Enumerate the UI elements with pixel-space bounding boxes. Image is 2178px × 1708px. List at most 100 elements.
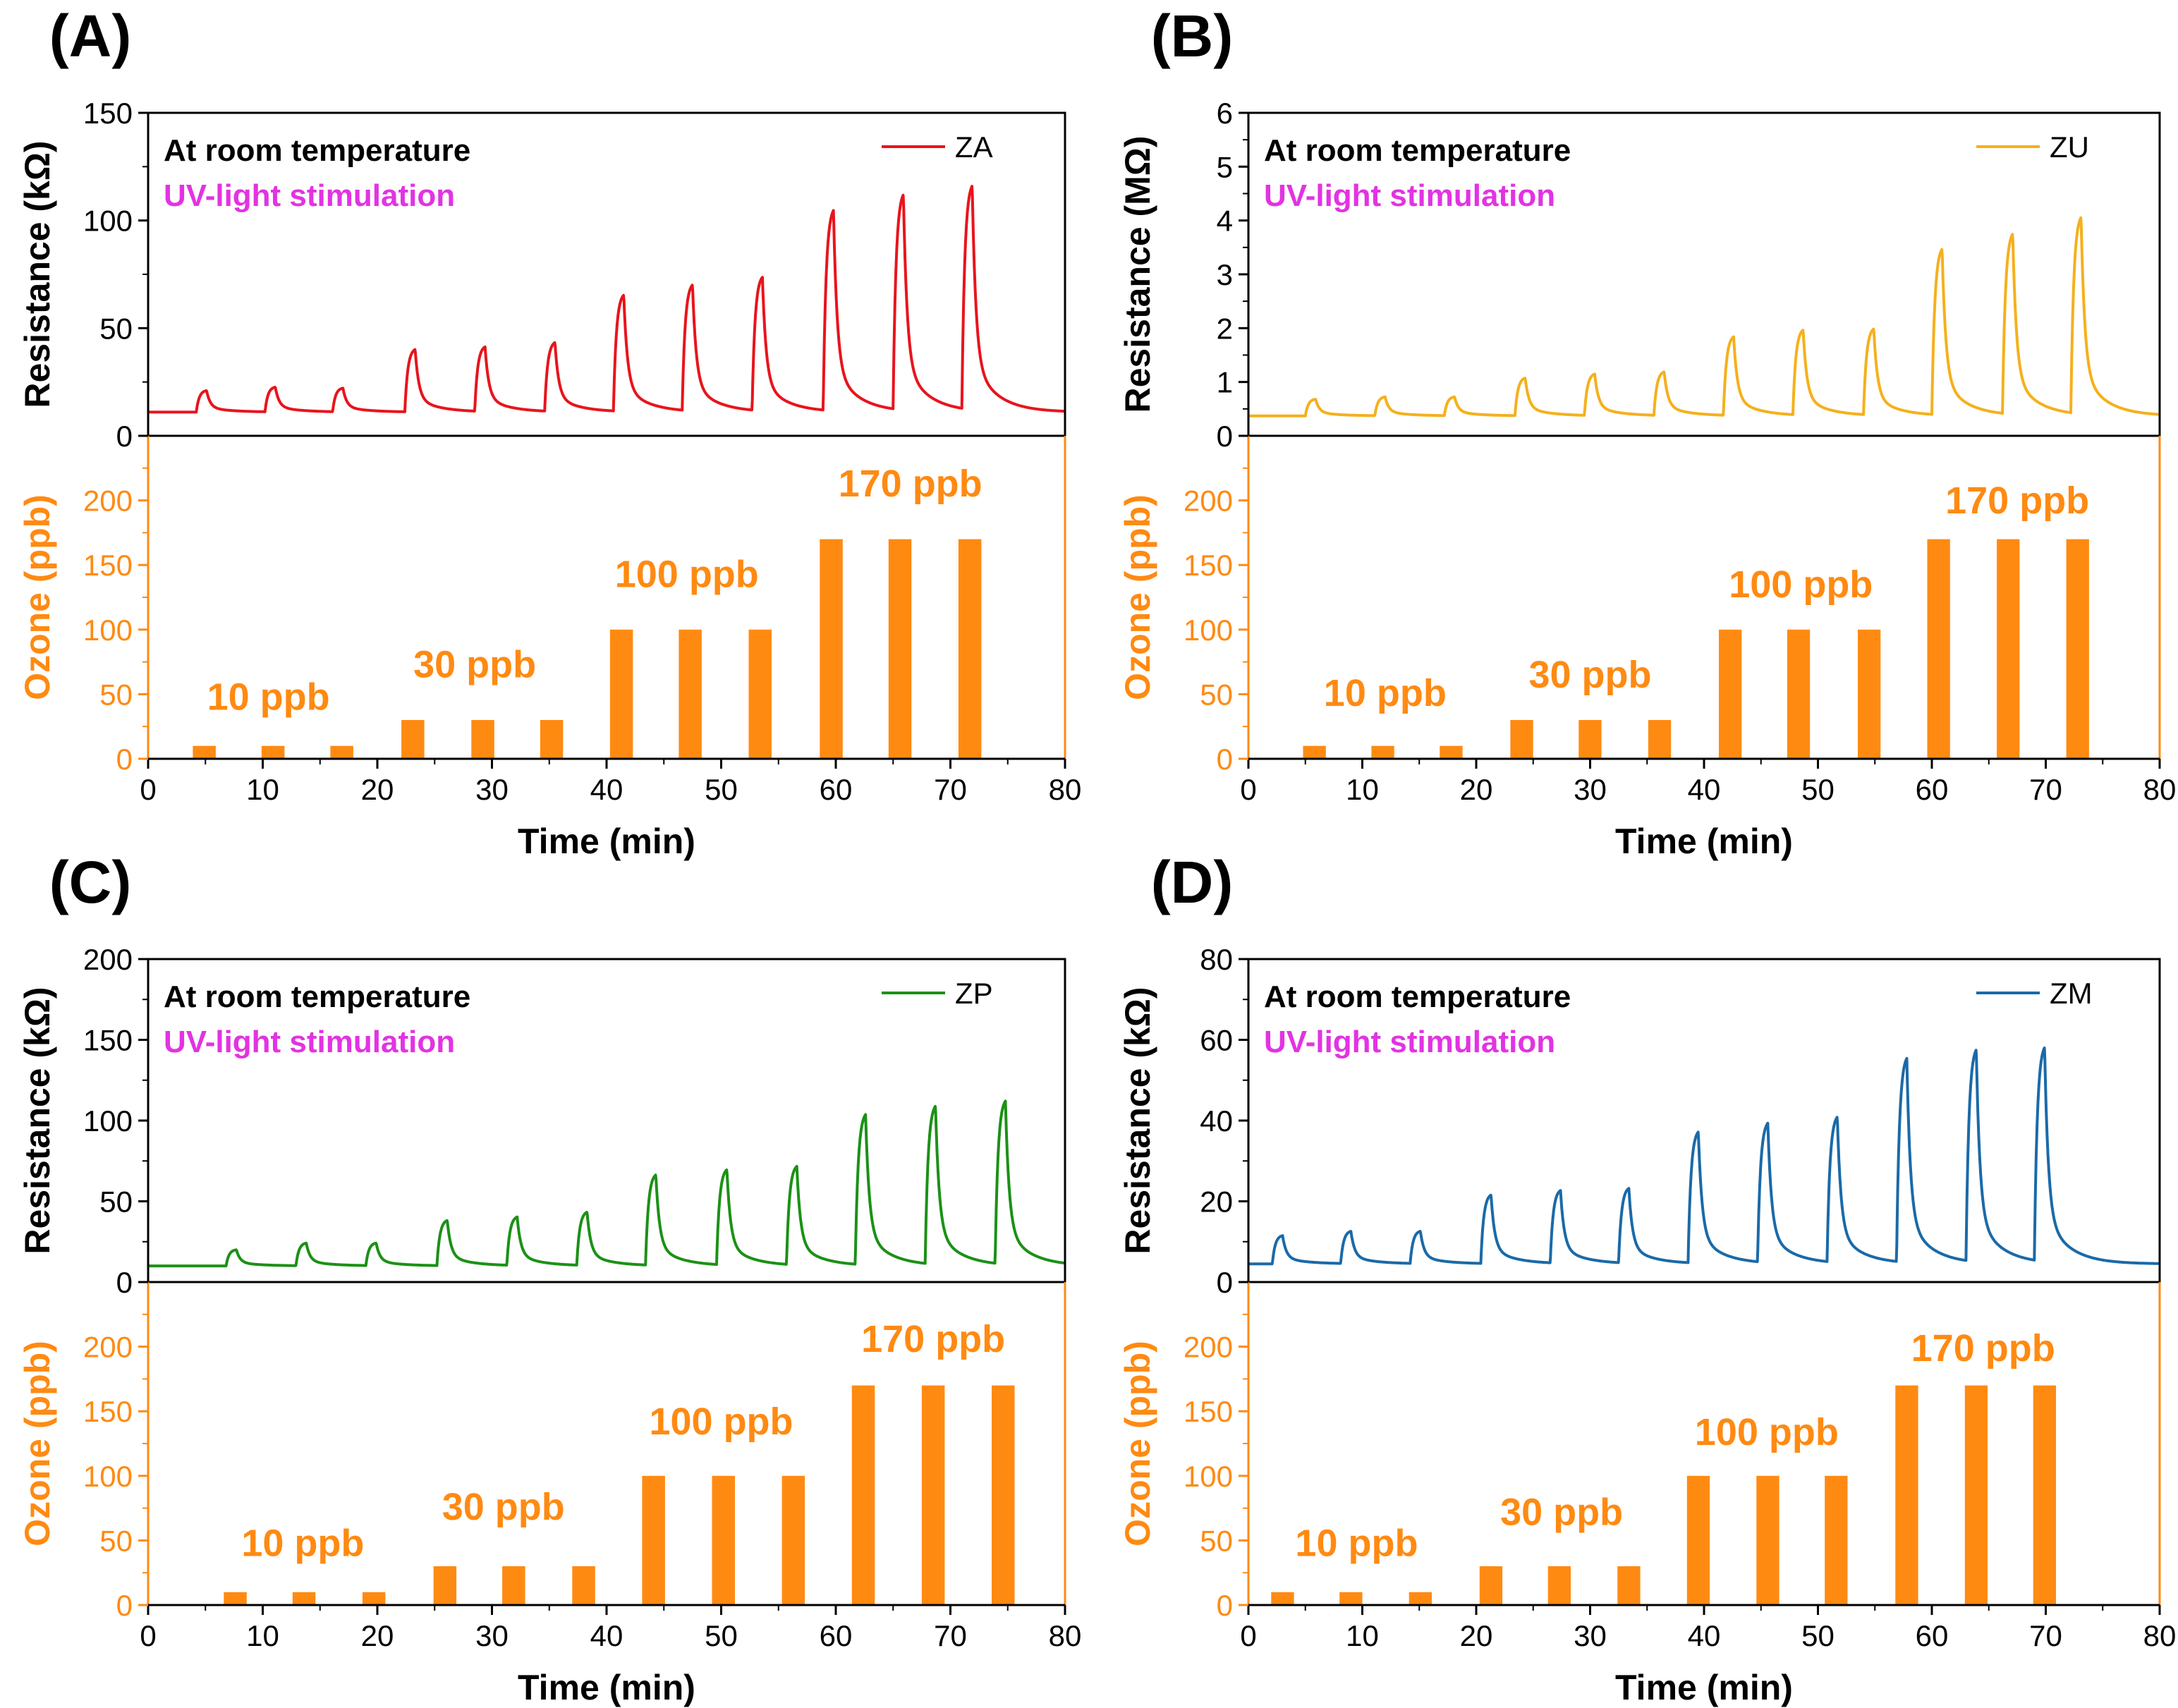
ozone-bar-3: [362, 1592, 386, 1605]
x-tick-label: 40: [590, 773, 623, 806]
bottom-y-tick-label: 0: [116, 1589, 133, 1622]
x-tick-label: 30: [1574, 1619, 1607, 1652]
ozone-bar-3: [1409, 1592, 1432, 1605]
top-y-tick-label: 200: [83, 943, 133, 976]
concentration-label: 30 ppb: [1500, 1491, 1623, 1533]
annotation-uv-light: UV-light stimulation: [1264, 1025, 1555, 1059]
top-y-tick-label: 3: [1217, 258, 1233, 291]
top-y-tick-label: 150: [83, 97, 133, 130]
top-y-axis-title: Resistance (kΩ): [18, 140, 57, 408]
ozone-bar-2: [1371, 745, 1394, 759]
bottom-y-tick-label: 150: [1184, 1395, 1233, 1428]
top-y-tick-label: 100: [83, 205, 133, 238]
top-y-axis-title: Resistance (MΩ): [1118, 136, 1157, 413]
x-tick-label: 70: [934, 1619, 967, 1652]
ozone-bar-9: [1825, 1475, 1848, 1605]
bottom-y-tick-label: 50: [99, 1524, 133, 1557]
panel-label: (D): [1151, 849, 1234, 915]
resistance-line-za: [147, 185, 1066, 414]
ozone-bar-4: [401, 720, 425, 759]
top-y-tick-label: 80: [1200, 943, 1233, 976]
concentration-label: 100 ppb: [649, 1401, 793, 1443]
ozone-bar-2: [292, 1592, 316, 1605]
ozone-bar-8: [712, 1475, 735, 1605]
top-y-tick-label: 150: [83, 1024, 133, 1057]
bottom-y-tick-label: 200: [83, 484, 133, 518]
ozone-bar-2: [261, 745, 285, 759]
ozone-bar-5: [1578, 720, 1602, 759]
panel-label: (C): [49, 849, 132, 915]
legend-label: ZU: [2050, 130, 2089, 164]
concentration-label: 30 ppb: [1528, 654, 1651, 696]
ozone-bar-6: [1617, 1566, 1641, 1605]
x-tick-label: 50: [1801, 1619, 1835, 1652]
bottom-y-tick-label: 100: [83, 1460, 133, 1493]
top-y-tick-label: 0: [1217, 1266, 1233, 1299]
top-y-tick-label: 0: [116, 1266, 133, 1299]
ozone-bar-6: [540, 720, 564, 759]
x-tick-label: 10: [246, 1619, 279, 1652]
legend-label: ZP: [955, 977, 993, 1010]
concentration-label: 170 ppb: [1945, 480, 2089, 522]
x-tick-label: 0: [1240, 1619, 1256, 1652]
ozone-bar-11: [1997, 539, 2020, 759]
x-tick-label: 60: [820, 1619, 853, 1652]
ozone-bar-6: [1648, 720, 1672, 759]
x-tick-label: 40: [1688, 773, 1721, 806]
annotation-temperature: At room temperature: [1264, 980, 1571, 1014]
top-y-axis-title: Resistance (kΩ): [18, 987, 57, 1254]
x-tick-label: 20: [361, 1619, 394, 1652]
ozone-bar-1: [1271, 1592, 1294, 1605]
ozone-bar-5: [502, 1566, 525, 1605]
x-tick-label: 80: [1049, 1619, 1082, 1652]
top-y-tick-label: 60: [1200, 1024, 1233, 1057]
ozone-bar-11: [888, 539, 912, 759]
x-tick-label: 70: [2029, 773, 2062, 806]
panel-a: (A) 0 10 20 30 40 50 60 70 80 Time (min) 0 50 100 150 R…: [18, 3, 1081, 861]
bottom-y-axis-title: Ozone (ppb): [18, 1341, 57, 1547]
x-tick-label: 60: [1916, 773, 1949, 806]
ozone-bar-10: [851, 1385, 875, 1605]
ozone-bar-1: [224, 1592, 247, 1605]
concentration-label: 170 ppb: [861, 1318, 1005, 1360]
panel-c: (C) 0 10 20 30 40 50 60 70 80 Time (min) 0 50 100 150 2…: [18, 849, 1081, 1707]
x-tick-label: 30: [1574, 773, 1607, 806]
ozone-bar-7: [1719, 629, 1742, 759]
x-axis-title: Time (min): [1615, 1668, 1793, 1707]
concentration-label: 100 ppb: [615, 553, 759, 595]
ozone-bar-5: [471, 720, 494, 759]
bottom-y-tick-label: 0: [1217, 743, 1233, 776]
x-tick-label: 10: [246, 773, 279, 806]
ozone-bar-4: [1510, 720, 1533, 759]
x-tick-label: 70: [2029, 1619, 2062, 1652]
resistance-line-zm: [1247, 1047, 2161, 1266]
x-tick-label: 30: [475, 1619, 509, 1652]
bottom-y-tick-label: 50: [1200, 678, 1233, 711]
x-axis-title: Time (min): [518, 1668, 695, 1707]
ozone-bar-11: [921, 1385, 945, 1605]
top-y-tick-label: 100: [83, 1104, 133, 1137]
ozone-bar-4: [1479, 1566, 1503, 1605]
x-tick-label: 30: [475, 773, 509, 806]
ozone-bar-8: [1756, 1475, 1779, 1605]
concentration-label: 10 ppb: [1324, 672, 1447, 714]
legend-label: ZA: [955, 130, 993, 164]
x-tick-label: 60: [1916, 1619, 1949, 1652]
ozone-bar-6: [572, 1566, 595, 1605]
resistance-line-zu: [1247, 216, 2161, 417]
x-tick-label: 80: [2143, 773, 2177, 806]
x-tick-label: 50: [1801, 773, 1835, 806]
x-tick-label: 10: [1346, 773, 1379, 806]
top-y-tick-label: 20: [1200, 1185, 1233, 1219]
bottom-y-tick-label: 100: [1184, 1460, 1233, 1493]
top-y-tick-label: 6: [1217, 97, 1233, 130]
x-tick-label: 10: [1346, 1619, 1379, 1652]
top-y-tick-label: 0: [1217, 420, 1233, 453]
bottom-y-tick-label: 150: [83, 549, 133, 582]
concentration-label: 10 ppb: [1295, 1522, 1418, 1564]
x-tick-label: 50: [705, 773, 738, 806]
annotation-temperature: At room temperature: [164, 133, 470, 168]
ozone-bar-8: [1787, 629, 1811, 759]
ozone-bar-12: [2066, 539, 2089, 759]
